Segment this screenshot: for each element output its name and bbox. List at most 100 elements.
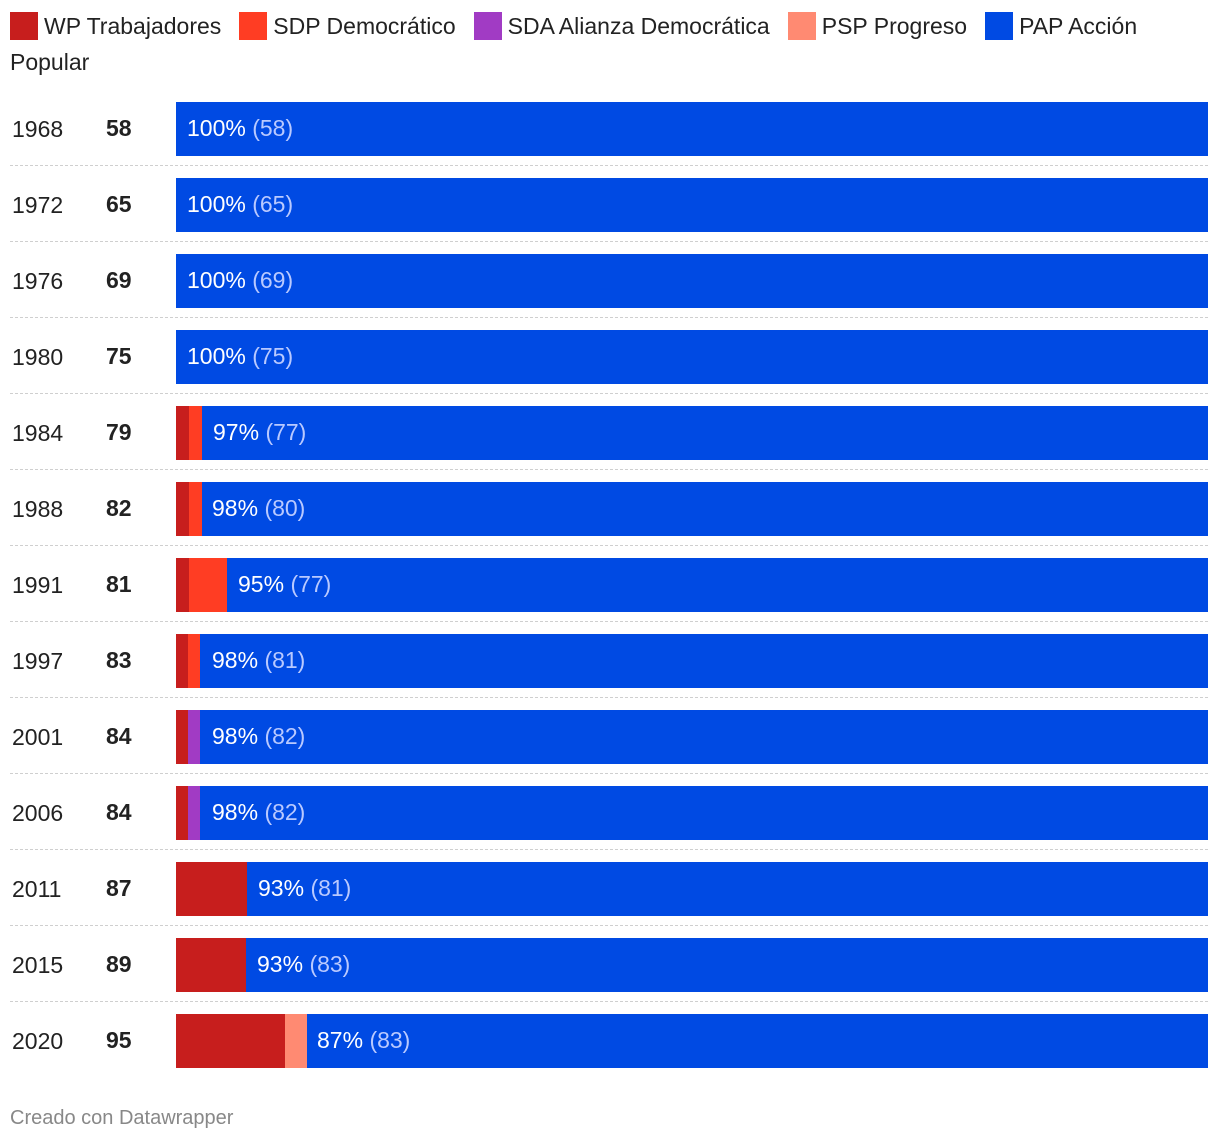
row-total-seats: 87 xyxy=(106,875,132,901)
stacked-bar-2006: 98% (82) xyxy=(176,786,1208,840)
row-total-seats: 89 xyxy=(106,951,132,977)
row-divider xyxy=(10,621,1208,622)
legend-item-sdp: SDP Democrático xyxy=(239,12,456,40)
bar-segment-pap xyxy=(247,862,1208,916)
stacked-bar-2011: 93% (81) xyxy=(176,862,1208,916)
row-year-label: 2020 xyxy=(12,1028,64,1054)
stacked-bar-1968: 100% (58) xyxy=(176,102,1208,156)
legend-label-sdp: SDP Democrático xyxy=(273,13,456,39)
row-total-seats: 75 xyxy=(106,343,132,369)
bar-segment-pap xyxy=(227,558,1208,612)
row-total-seats: 95 xyxy=(106,1027,132,1053)
bar-segment-wp xyxy=(176,938,246,992)
bar-segment-pap xyxy=(176,102,1208,156)
legend-label-pap: PAP Acción Popular xyxy=(10,13,1138,75)
chart-row-1988: 1988 82 98% (80) xyxy=(10,470,1208,546)
row-total-seats: 58 xyxy=(106,115,132,141)
bar-segment-wp xyxy=(176,862,247,916)
bar-segment-pap xyxy=(200,710,1208,764)
bar-segment-sdp xyxy=(189,558,227,612)
row-divider xyxy=(10,545,1208,546)
chart-row-2020: 2020 95 87% (83) xyxy=(10,1002,1208,1078)
row-year-label: 1976 xyxy=(12,268,64,294)
row-year-label: 1997 xyxy=(12,648,64,674)
stacked-bar-1972: 100% (65) xyxy=(176,178,1208,232)
legend-swatch-sdp xyxy=(239,12,268,40)
bar-segment-pap xyxy=(200,786,1208,840)
stacked-bar-1997: 98% (81) xyxy=(176,634,1208,688)
stacked-bar-1991: 95% (77) xyxy=(176,558,1208,612)
row-year-label: 2006 xyxy=(12,800,64,826)
chart-row-1984: 1984 79 97% (77) xyxy=(10,394,1208,470)
datawrapper-credit: Creado con Datawrapper xyxy=(10,1107,234,1129)
stacked-bar-1988: 98% (80) xyxy=(176,482,1208,536)
legend-swatch-psp xyxy=(787,12,816,40)
row-year-label: 1980 xyxy=(12,344,64,370)
row-year-label: 2015 xyxy=(12,952,64,978)
chart-row-2001: 2001 84 98% (82) xyxy=(10,698,1208,774)
row-divider xyxy=(10,697,1208,698)
row-total-seats: 84 xyxy=(106,799,132,825)
chart-row-2011: 2011 87 93% (81) xyxy=(10,850,1208,926)
row-year-label: 1968 xyxy=(12,116,64,142)
bar-segment-pap xyxy=(176,178,1208,232)
stacked-bar-1976: 100% (69) xyxy=(176,254,1208,308)
bar-segment-pap xyxy=(246,938,1208,992)
row-divider xyxy=(10,469,1208,470)
legend-item-pap: PAP Acción Popular xyxy=(10,12,1138,75)
row-total-seats: 65 xyxy=(106,191,132,217)
row-divider xyxy=(10,1001,1208,1002)
bar-segment-sda xyxy=(188,786,200,840)
stacked-bar-2015: 93% (83) xyxy=(176,938,1208,992)
row-year-label: 2011 xyxy=(12,876,62,902)
bar-segment-pap xyxy=(176,254,1208,308)
bar-segment-wp xyxy=(176,482,189,536)
chart-row-2015: 2015 89 93% (83) xyxy=(10,926,1208,1002)
chart-legend: WP Trabajadores SDP Democrático SDA Alianz… xyxy=(10,8,1210,80)
row-year-label: 1972 xyxy=(12,192,64,218)
row-divider xyxy=(10,165,1208,166)
row-divider xyxy=(10,773,1208,774)
row-total-seats: 79 xyxy=(106,419,132,445)
legend-item-sda: SDA Alianza Democrática xyxy=(473,12,770,40)
chart-row-1972: 1972 65 100% (65) xyxy=(10,166,1208,242)
legend-item-psp: PSP Progreso xyxy=(787,12,968,40)
row-divider xyxy=(10,925,1208,926)
row-total-seats: 82 xyxy=(106,495,132,521)
legend-label-psp: PSP Progreso xyxy=(821,13,968,39)
stacked-bar-1980: 100% (75) xyxy=(176,330,1208,384)
legend-swatch-pap xyxy=(985,12,1014,40)
bar-segment-pap xyxy=(202,406,1208,460)
bar-segment-wp xyxy=(176,1014,285,1068)
chart-row-2006: 2006 84 98% (82) xyxy=(10,774,1208,850)
row-divider xyxy=(10,849,1208,850)
stacked-bar-2020: 87% (83) xyxy=(176,1014,1208,1068)
chart-row-1991: 1991 81 95% (77) xyxy=(10,546,1208,622)
bar-segment-wp xyxy=(176,710,188,764)
legend-label-wp: WP Trabajadores xyxy=(44,13,222,39)
chart-row-1980: 1980 75 100% (75) xyxy=(10,318,1208,394)
bar-segment-pap xyxy=(202,482,1208,536)
bar-segment-psp xyxy=(285,1014,307,1068)
legend-swatch-sda xyxy=(473,12,502,40)
stacked-bar-1984: 97% (77) xyxy=(176,406,1208,460)
row-divider xyxy=(10,393,1208,394)
legend-label-sda: SDA Alianza Democrática xyxy=(507,13,770,39)
bar-segment-sda xyxy=(188,710,200,764)
bar-segment-wp xyxy=(176,558,189,612)
row-total-seats: 69 xyxy=(106,267,132,293)
bar-segment-sdp xyxy=(189,482,202,536)
bar-segment-pap xyxy=(200,634,1208,688)
bar-segment-sdp xyxy=(188,634,200,688)
row-divider xyxy=(10,317,1208,318)
legend-item-wp: WP Trabajadores xyxy=(10,12,222,40)
row-year-label: 1984 xyxy=(12,420,64,446)
bar-segment-wp xyxy=(176,634,188,688)
row-year-label: 2001 xyxy=(12,724,64,750)
chart-row-1968: 1968 58 100% (58) xyxy=(10,90,1208,166)
chart-row-1997: 1997 83 98% (81) xyxy=(10,622,1208,698)
row-year-label: 1988 xyxy=(12,496,64,522)
stacked-bar-2001: 98% (82) xyxy=(176,710,1208,764)
bar-segment-sdp xyxy=(189,406,202,460)
bar-segment-pap xyxy=(307,1014,1208,1068)
